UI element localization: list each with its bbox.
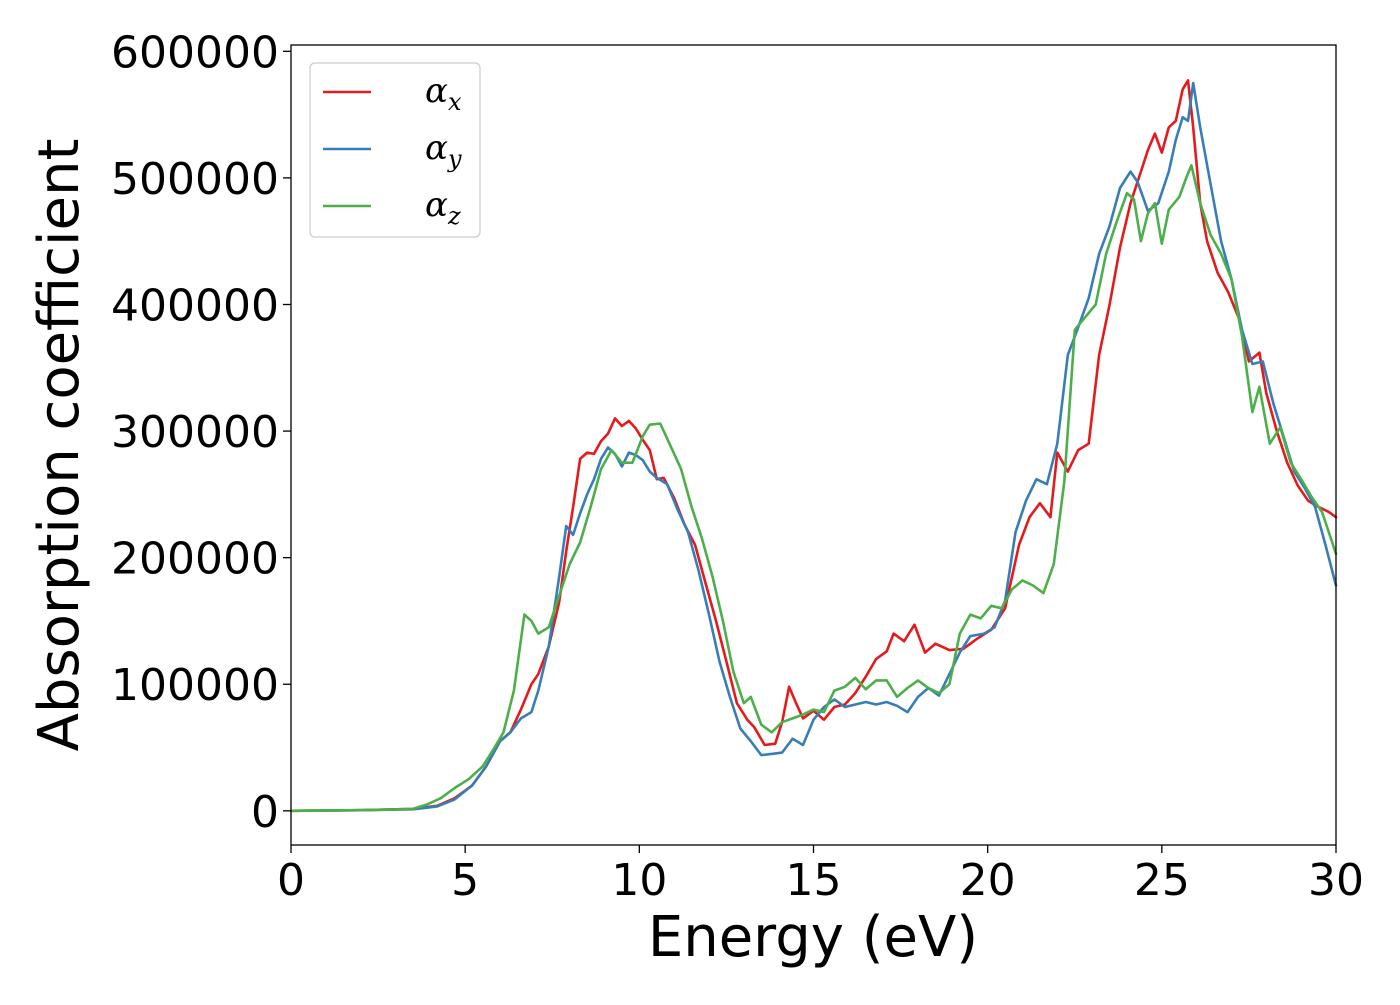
legend-label-x: αx <box>425 71 462 116</box>
y-tick-label: 500000 <box>111 154 279 205</box>
y-tick-label: 0 <box>251 787 279 838</box>
x-axis-label: Energy (eV) <box>648 905 978 970</box>
y-tick-label: 400000 <box>111 280 279 331</box>
y-axis: 0 100000 200000 300000 400000 500000 600000 <box>111 27 291 838</box>
x-tick-label: 10 <box>611 855 667 906</box>
legend-label-z: αz <box>425 185 461 230</box>
x-tick-label: 20 <box>960 855 1016 906</box>
y-tick-label: 100000 <box>111 660 279 711</box>
x-tick-label: 30 <box>1308 855 1364 906</box>
legend-label-y: αy <box>425 128 462 173</box>
x-tick-label: 15 <box>786 855 842 906</box>
y-tick-label: 300000 <box>111 407 279 458</box>
y-tick-label: 600000 <box>111 27 279 78</box>
series-layer <box>289 79 1338 813</box>
legend-frame <box>309 62 481 238</box>
y-tick-label: 200000 <box>111 534 279 585</box>
x-tick-label: 25 <box>1134 855 1190 906</box>
legend: αx αy αz <box>309 62 481 238</box>
series-line-z <box>289 164 1338 813</box>
x-axis: 0 5 10 15 20 25 30 <box>277 845 1364 906</box>
series-line-y <box>289 81 1338 813</box>
y-axis-label: Absorption coefficient <box>27 139 92 752</box>
x-tick-label: 0 <box>277 855 305 906</box>
x-tick-label: 5 <box>451 855 479 906</box>
